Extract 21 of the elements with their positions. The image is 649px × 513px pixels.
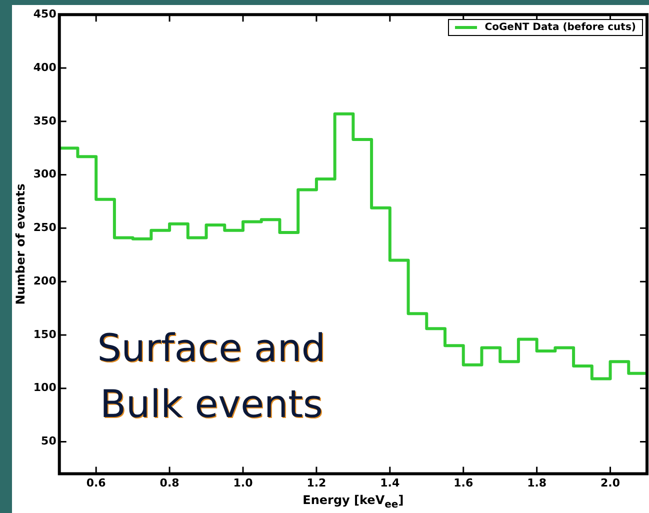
y-tick-label: 450 bbox=[33, 7, 57, 20]
legend-label: CoGeNT Data (before cuts) bbox=[484, 22, 636, 33]
x-axis-title: Energy [keV$_{ee}$] bbox=[302, 493, 405, 510]
y-tick-label: 400 bbox=[33, 60, 57, 74]
y-tick-label: 50 bbox=[41, 434, 57, 448]
y-tick-label: 350 bbox=[33, 114, 57, 128]
x-tick-label: 0.6 bbox=[86, 476, 106, 490]
x-tick-label: 1.0 bbox=[233, 476, 254, 490]
y-axis-title: Number of events bbox=[13, 184, 28, 305]
annotation: Surface and Bulk events bbox=[96, 324, 327, 428]
x-tick-label: 1.2 bbox=[306, 476, 326, 490]
x-tick-label: 1.8 bbox=[527, 476, 547, 490]
y-tick-label: 250 bbox=[33, 221, 57, 234]
x-tick-label: 2.0 bbox=[600, 476, 620, 490]
x-tick-label: 0.8 bbox=[160, 476, 180, 490]
y-tick-label: 150 bbox=[33, 328, 57, 341]
x-tick-label: 1.4 bbox=[380, 476, 400, 490]
x-tick-label: 1.6 bbox=[454, 476, 474, 490]
y-tick-label: 200 bbox=[33, 274, 57, 288]
y-tick-label: 100 bbox=[33, 381, 57, 394]
y-tick-label: 300 bbox=[33, 168, 57, 181]
